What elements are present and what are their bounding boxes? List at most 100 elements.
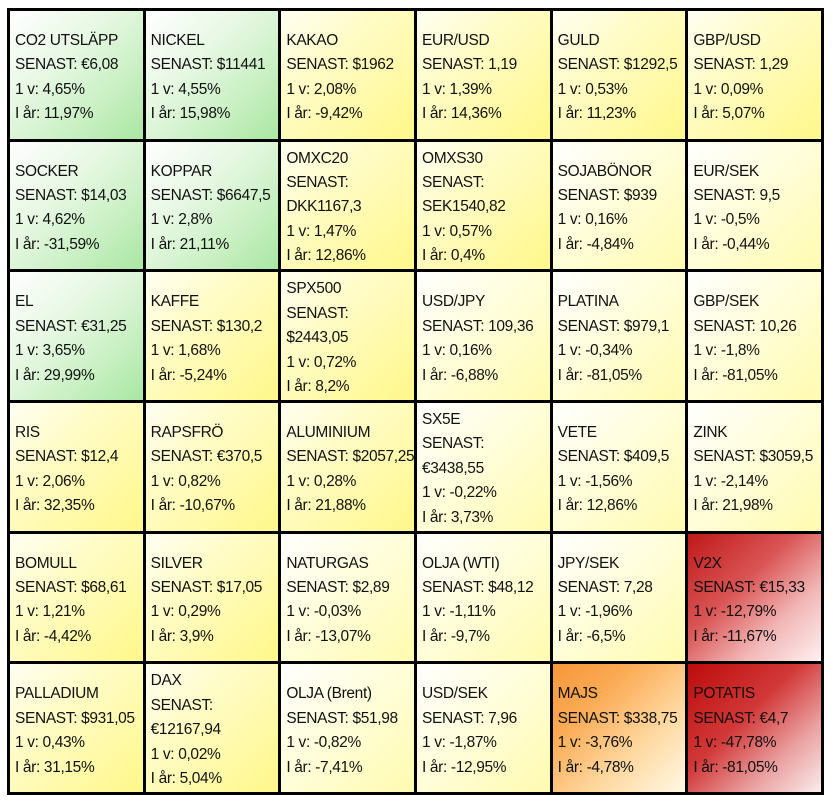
tile-naturgas: NATURGAS SENAST: $2,89 1 v: -0,03% I år:… bbox=[281, 533, 414, 662]
tile-omxs30: OMXS30 SENAST: SEK1540,82 1 v: 0,57% I å… bbox=[417, 141, 550, 270]
tile-name: EL bbox=[15, 293, 34, 311]
tile-1v: 1 v: -1,87% bbox=[422, 734, 497, 752]
tile-iar: I år: -9,7% bbox=[422, 627, 490, 645]
tile-1v: 1 v: -3,76% bbox=[557, 734, 633, 752]
tile-senast-value: DKK1167,3 bbox=[286, 198, 362, 216]
tile-iar: I år: -4,84% bbox=[557, 235, 634, 253]
tile-guld: GULD SENAST: $1292,5 1 v: 0,53% I år: 11… bbox=[552, 11, 686, 139]
tile-iar: I år: 21,98% bbox=[693, 497, 773, 515]
tile-1v: 1 v: -0,22% bbox=[422, 484, 497, 502]
tile-iar: I år: -13,07% bbox=[286, 627, 371, 645]
tile-1v: 1 v: 0,53% bbox=[557, 80, 628, 98]
tile-ris: RIS SENAST: $12,4 1 v: 2,06% I år: 32,35… bbox=[10, 402, 143, 531]
tile-name: JPY/SEK bbox=[557, 554, 620, 572]
tile-1v: 1 v: -1,11% bbox=[422, 603, 496, 621]
tile-eurusd: EUR/USD SENAST: 1,19 1 v: 1,39% I år: 14… bbox=[417, 11, 550, 139]
tile-senast: SENAST: 1,19 bbox=[422, 56, 517, 74]
tile-name: KAFFE bbox=[150, 293, 200, 311]
tile-iar: I år: 12,86% bbox=[557, 497, 638, 515]
tile-name: USD/SEK bbox=[422, 685, 488, 703]
tile-name: DAX bbox=[150, 672, 182, 690]
tile-name: RIS bbox=[15, 423, 40, 441]
tile-1v: 1 v: -1,96% bbox=[557, 603, 633, 621]
tile-1v: 1 v: -0,03% bbox=[286, 603, 361, 621]
tile-senast-label: SENAST: bbox=[150, 696, 214, 714]
tile-senast: SENAST: 7,28 bbox=[557, 579, 653, 597]
tile-senast: SENAST: $6647,5 bbox=[150, 187, 271, 205]
tile-socker: SOCKER SENAST: $14,03 1 v: 4,62% I år: -… bbox=[10, 141, 143, 270]
tile-senast: SENAST: $979,1 bbox=[557, 317, 670, 335]
tile-name: POTATIS bbox=[693, 685, 755, 703]
tile-senast: SENAST: $931,05 bbox=[15, 709, 135, 727]
tile-iar: I år: 12,86% bbox=[286, 247, 366, 265]
tile-senast-value: $2443,05 bbox=[286, 329, 349, 347]
tile-senast: SENAST: $17,05 bbox=[150, 579, 263, 597]
tile-senast: SENAST: $1292,5 bbox=[557, 56, 678, 74]
tile-senast: SENAST: $3059,5 bbox=[693, 448, 814, 466]
tile-senast-label: SENAST: bbox=[286, 174, 349, 192]
tile-omxc20: OMXC20 SENAST: DKK1167,3 1 v: 1,47% I år… bbox=[281, 141, 414, 270]
tile-name: SILVER bbox=[150, 554, 203, 572]
tile-name: RAPSFRÖ bbox=[150, 423, 224, 441]
tile-1v: 1 v: 0,43% bbox=[15, 734, 85, 752]
tile-1v: 1 v: 0,72% bbox=[286, 353, 357, 371]
tile-iar: I år: -6,88% bbox=[422, 366, 498, 384]
tile-name: NATURGAS bbox=[286, 554, 369, 572]
tile-kakao: KAKAO SENAST: $1962 1 v: 2,08% I år: -9,… bbox=[281, 11, 414, 139]
tile-senast: SENAST: $68,61 bbox=[15, 579, 127, 597]
tile-1v: 1 v: 2,8% bbox=[150, 211, 213, 229]
tile-name: OMXS30 bbox=[422, 149, 483, 167]
tile-name: SPX500 bbox=[286, 280, 342, 298]
tile-name: KOPPAR bbox=[150, 162, 213, 180]
tile-iar: I år: 0,4% bbox=[422, 247, 485, 265]
tile-name: SX5E bbox=[422, 410, 461, 428]
tile-name: GBP/SEK bbox=[693, 293, 759, 311]
tile-iar: I år: -81,05% bbox=[693, 758, 778, 776]
tile-v2x: V2X SENAST: €15,33 1 v: -12,79% I år: -1… bbox=[688, 533, 821, 662]
tile-senast: SENAST: 7,96 bbox=[422, 709, 517, 727]
tile-1v: 1 v: 4,65% bbox=[15, 80, 85, 98]
tile-iar: I år: 11,97% bbox=[15, 105, 94, 123]
tile-name: NICKEL bbox=[150, 32, 205, 49]
tile-name: PLATINA bbox=[557, 293, 619, 311]
tile-name: GULD bbox=[557, 32, 600, 49]
tile-iar: I år: 21,88% bbox=[286, 497, 366, 515]
tile-iar: I år: -9,42% bbox=[286, 105, 363, 123]
tile-1v: 1 v: -2,14% bbox=[693, 472, 768, 490]
tile-name: SOJABÖNOR bbox=[557, 162, 653, 180]
tile-iar: I år: 11,23% bbox=[557, 105, 637, 123]
tile-name: GBP/USD bbox=[693, 32, 761, 49]
tile-iar: I år: -4,42% bbox=[15, 627, 91, 645]
tile-1v: 1 v: -1,56% bbox=[557, 472, 633, 490]
tile-iar: I år: -0,44% bbox=[693, 235, 770, 253]
tile-co2: CO2 UTSLÄPP SENAST: €6,08 1 v: 4,65% I å… bbox=[10, 11, 143, 139]
tile-eursek: EUR/SEK SENAST: 9,5 1 v: -0,5% I år: -0,… bbox=[688, 141, 821, 270]
tile-bomull: BOMULL SENAST: $68,61 1 v: 1,21% I år: -… bbox=[10, 533, 143, 662]
tile-1v: 1 v: -0,34% bbox=[557, 342, 633, 360]
tile-senast-label: SENAST: bbox=[286, 304, 349, 322]
tile-senast: SENAST: $409,5 bbox=[557, 448, 670, 466]
tile-1v: 1 v: 2,08% bbox=[286, 80, 357, 98]
tile-platina: PLATINA SENAST: $979,1 1 v: -0,34% I år:… bbox=[552, 272, 686, 400]
tile-senast: SENAST: $2,89 bbox=[286, 579, 390, 597]
tile-majs: MAJS SENAST: $338,75 1 v: -3,76% I år: -… bbox=[552, 664, 686, 792]
tile-senast: SENAST: $1962 bbox=[286, 56, 394, 74]
tile-name: VETE bbox=[557, 423, 597, 441]
tile-iar: I år: 32,35% bbox=[15, 497, 95, 515]
tile-name: OLJA (Brent) bbox=[286, 685, 372, 703]
tile-kaffe: KAFFE SENAST: $130,2 1 v: 1,68% I år: -5… bbox=[145, 272, 279, 400]
tile-senast: SENAST: €31,25 bbox=[15, 317, 127, 335]
tile-sx5e: SX5E SENAST: €3438,55 1 v: -0,22% I år: … bbox=[417, 402, 550, 531]
tile-iar: I år: 29,99% bbox=[15, 366, 95, 384]
tile-1v: 1 v: 0,82% bbox=[150, 472, 221, 490]
tile-silver: SILVER SENAST: $17,05 1 v: 0,29% I år: 3… bbox=[145, 533, 279, 662]
tile-olja-brent: OLJA (Brent) SENAST: $51,98 1 v: -0,82% … bbox=[281, 664, 414, 792]
tile-iar: I år: 14,36% bbox=[422, 105, 502, 123]
tile-1v: 1 v: 0,29% bbox=[150, 603, 221, 621]
tile-name: USD/JPY bbox=[422, 293, 486, 311]
tile-1v: 1 v: 0,16% bbox=[557, 211, 628, 229]
tile-1v: 1 v: 0,02% bbox=[150, 745, 221, 763]
tile-senast: SENAST: €4,7 bbox=[693, 709, 789, 727]
tile-senast-label: SENAST: bbox=[422, 435, 485, 453]
tile-dax: DAX SENAST: €12167,94 1 v: 0,02% I år: 5… bbox=[145, 664, 279, 792]
